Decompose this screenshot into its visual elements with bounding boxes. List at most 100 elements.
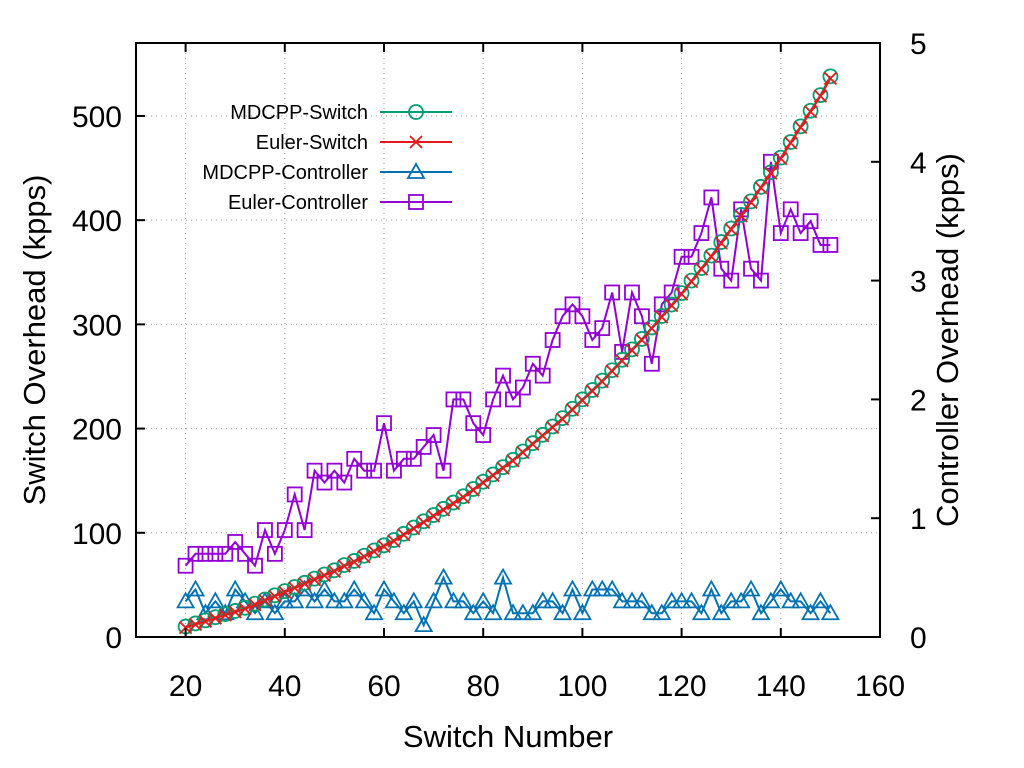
y2-tick-label: 3 (910, 266, 927, 299)
data-point-mdcpp-switch (683, 272, 700, 289)
data-point-euler-controller (197, 545, 214, 562)
data-point-mdcpp-switch (594, 372, 611, 389)
data-point-mdcpp-switch (812, 87, 829, 104)
legend-marker-mdcpp-controller (406, 162, 426, 179)
data-point-euler-controller (792, 225, 809, 241)
data-point-mdcpp-controller (344, 579, 364, 597)
data-point-euler-switch (248, 598, 262, 612)
y-tick-label: 100 (72, 518, 122, 551)
legend-marker-euler-switch (409, 135, 423, 149)
data-point-mdcpp-controller (305, 591, 325, 609)
data-point-mdcpp-switch (733, 207, 750, 223)
data-point-euler-switch (337, 559, 351, 573)
data-point-euler-switch (397, 528, 411, 542)
data-point-euler-controller (475, 427, 492, 443)
data-point-mdcpp-controller (652, 603, 672, 621)
plot-frame (135, 42, 881, 638)
data-point-euler-controller (266, 545, 283, 562)
legend: MDCPP-Switch Euler-Switch MDCPP-Controller… (202, 102, 452, 214)
data-point-euler-controller (405, 450, 422, 467)
data-point-mdcpp-controller (443, 591, 463, 609)
data-point-euler-switch (317, 568, 332, 583)
data-point-mdcpp-controller (553, 603, 573, 621)
data-point-mdcpp-controller (771, 579, 791, 597)
data-point-mdcpp-controller (701, 579, 721, 597)
data-point-mdcpp-switch (753, 178, 769, 195)
data-point-mdcpp-controller (384, 591, 404, 609)
x-tick-label: 160 (855, 670, 905, 703)
x-tick-label: 60 (367, 670, 400, 703)
data-point-mdcpp-switch (554, 410, 571, 427)
data-point-mdcpp-controller (354, 591, 374, 609)
data-point-euler-controller (296, 522, 313, 538)
data-point-mdcpp-controller (225, 579, 245, 597)
right-y-axis-title: Controller Overhead (kpps) (930, 153, 965, 527)
data-point-euler-switch (496, 461, 510, 475)
data-point-euler-controller (495, 367, 511, 384)
data-point-euler-switch (278, 585, 292, 599)
data-point-euler-controller (257, 522, 273, 538)
data-point-euler-controller (554, 308, 571, 325)
data-point-euler-controller (723, 272, 740, 289)
data-point-euler-controller (693, 225, 710, 241)
axis-tick-labels: 20 40 60 80 100 120 140 16001002003004005000123… (72, 28, 927, 703)
data-point-mdcpp-controller (324, 591, 344, 609)
data-point-mdcpp-controller (314, 579, 335, 597)
y2-tick-label: 5 (910, 28, 927, 61)
data-point-euler-controller (177, 557, 194, 574)
data-point-euler-switch (307, 573, 322, 587)
data-point-euler-switch (714, 236, 728, 250)
data-point-euler-controller (544, 332, 561, 348)
data-point-mdcpp-controller (205, 591, 225, 609)
legend-marker-mdcpp-switch (408, 104, 424, 120)
data-point-euler-switch (268, 589, 282, 603)
x-tick-label: 100 (557, 670, 607, 703)
data-point-euler-switch (674, 287, 689, 301)
axis-ticks (136, 42, 881, 638)
data-point-euler-controller (673, 248, 690, 265)
data-point-euler-controller (356, 462, 373, 479)
data-point-euler-switch (377, 539, 391, 553)
data-point-euler-controller (425, 427, 442, 443)
data-point-mdcpp-switch (514, 443, 531, 460)
data-point-euler-switch (655, 310, 669, 324)
data-point-euler-controller (326, 462, 343, 479)
data-point-euler-controller (465, 415, 482, 432)
data-point-euler-controller (653, 296, 670, 313)
data-point-euler-controller (514, 379, 531, 396)
data-point-mdcpp-controller (582, 579, 602, 597)
data-point-mdcpp-controller (414, 615, 434, 633)
data-point-mdcpp-controller (334, 591, 354, 609)
data-point-euler-controller (812, 237, 829, 253)
data-point-euler-controller (227, 534, 244, 550)
data-point-mdcpp-switch (524, 435, 541, 452)
data-point-mdcpp-switch (822, 68, 839, 85)
data-point-mdcpp-switch (634, 331, 650, 347)
data-point-euler-switch (228, 605, 242, 619)
data-point-euler-controller (713, 260, 730, 277)
data-point-euler-switch (327, 564, 342, 578)
data-point-euler-controller (445, 391, 462, 408)
data-point-euler-switch (288, 581, 302, 595)
data-point-euler-controller (643, 355, 660, 372)
data-point-euler-controller (455, 391, 472, 408)
data-point-euler-switch (595, 375, 609, 389)
data-point-euler-controller (376, 415, 392, 432)
data-point-mdcpp-controller (463, 603, 483, 621)
data-point-euler-controller (703, 189, 720, 206)
legend-marker-euler-controller (408, 194, 424, 210)
data-point-euler-switch (684, 275, 699, 289)
data-point-mdcpp-controller (741, 579, 761, 597)
data-point-mdcpp-controller (453, 591, 473, 609)
x-tick-label: 40 (268, 670, 301, 703)
data-point-euler-switch (774, 152, 788, 166)
data-point-euler-switch (536, 429, 550, 443)
x-tick-label: 80 (467, 670, 500, 703)
data-point-euler-controller (534, 367, 551, 384)
data-point-euler-controller (594, 320, 611, 337)
data-point-mdcpp-controller (562, 579, 583, 597)
data-point-euler-switch (446, 496, 461, 511)
y-tick-label: 200 (72, 414, 122, 447)
data-point-euler-controller (336, 474, 353, 491)
data-point-euler-switch (764, 166, 778, 180)
